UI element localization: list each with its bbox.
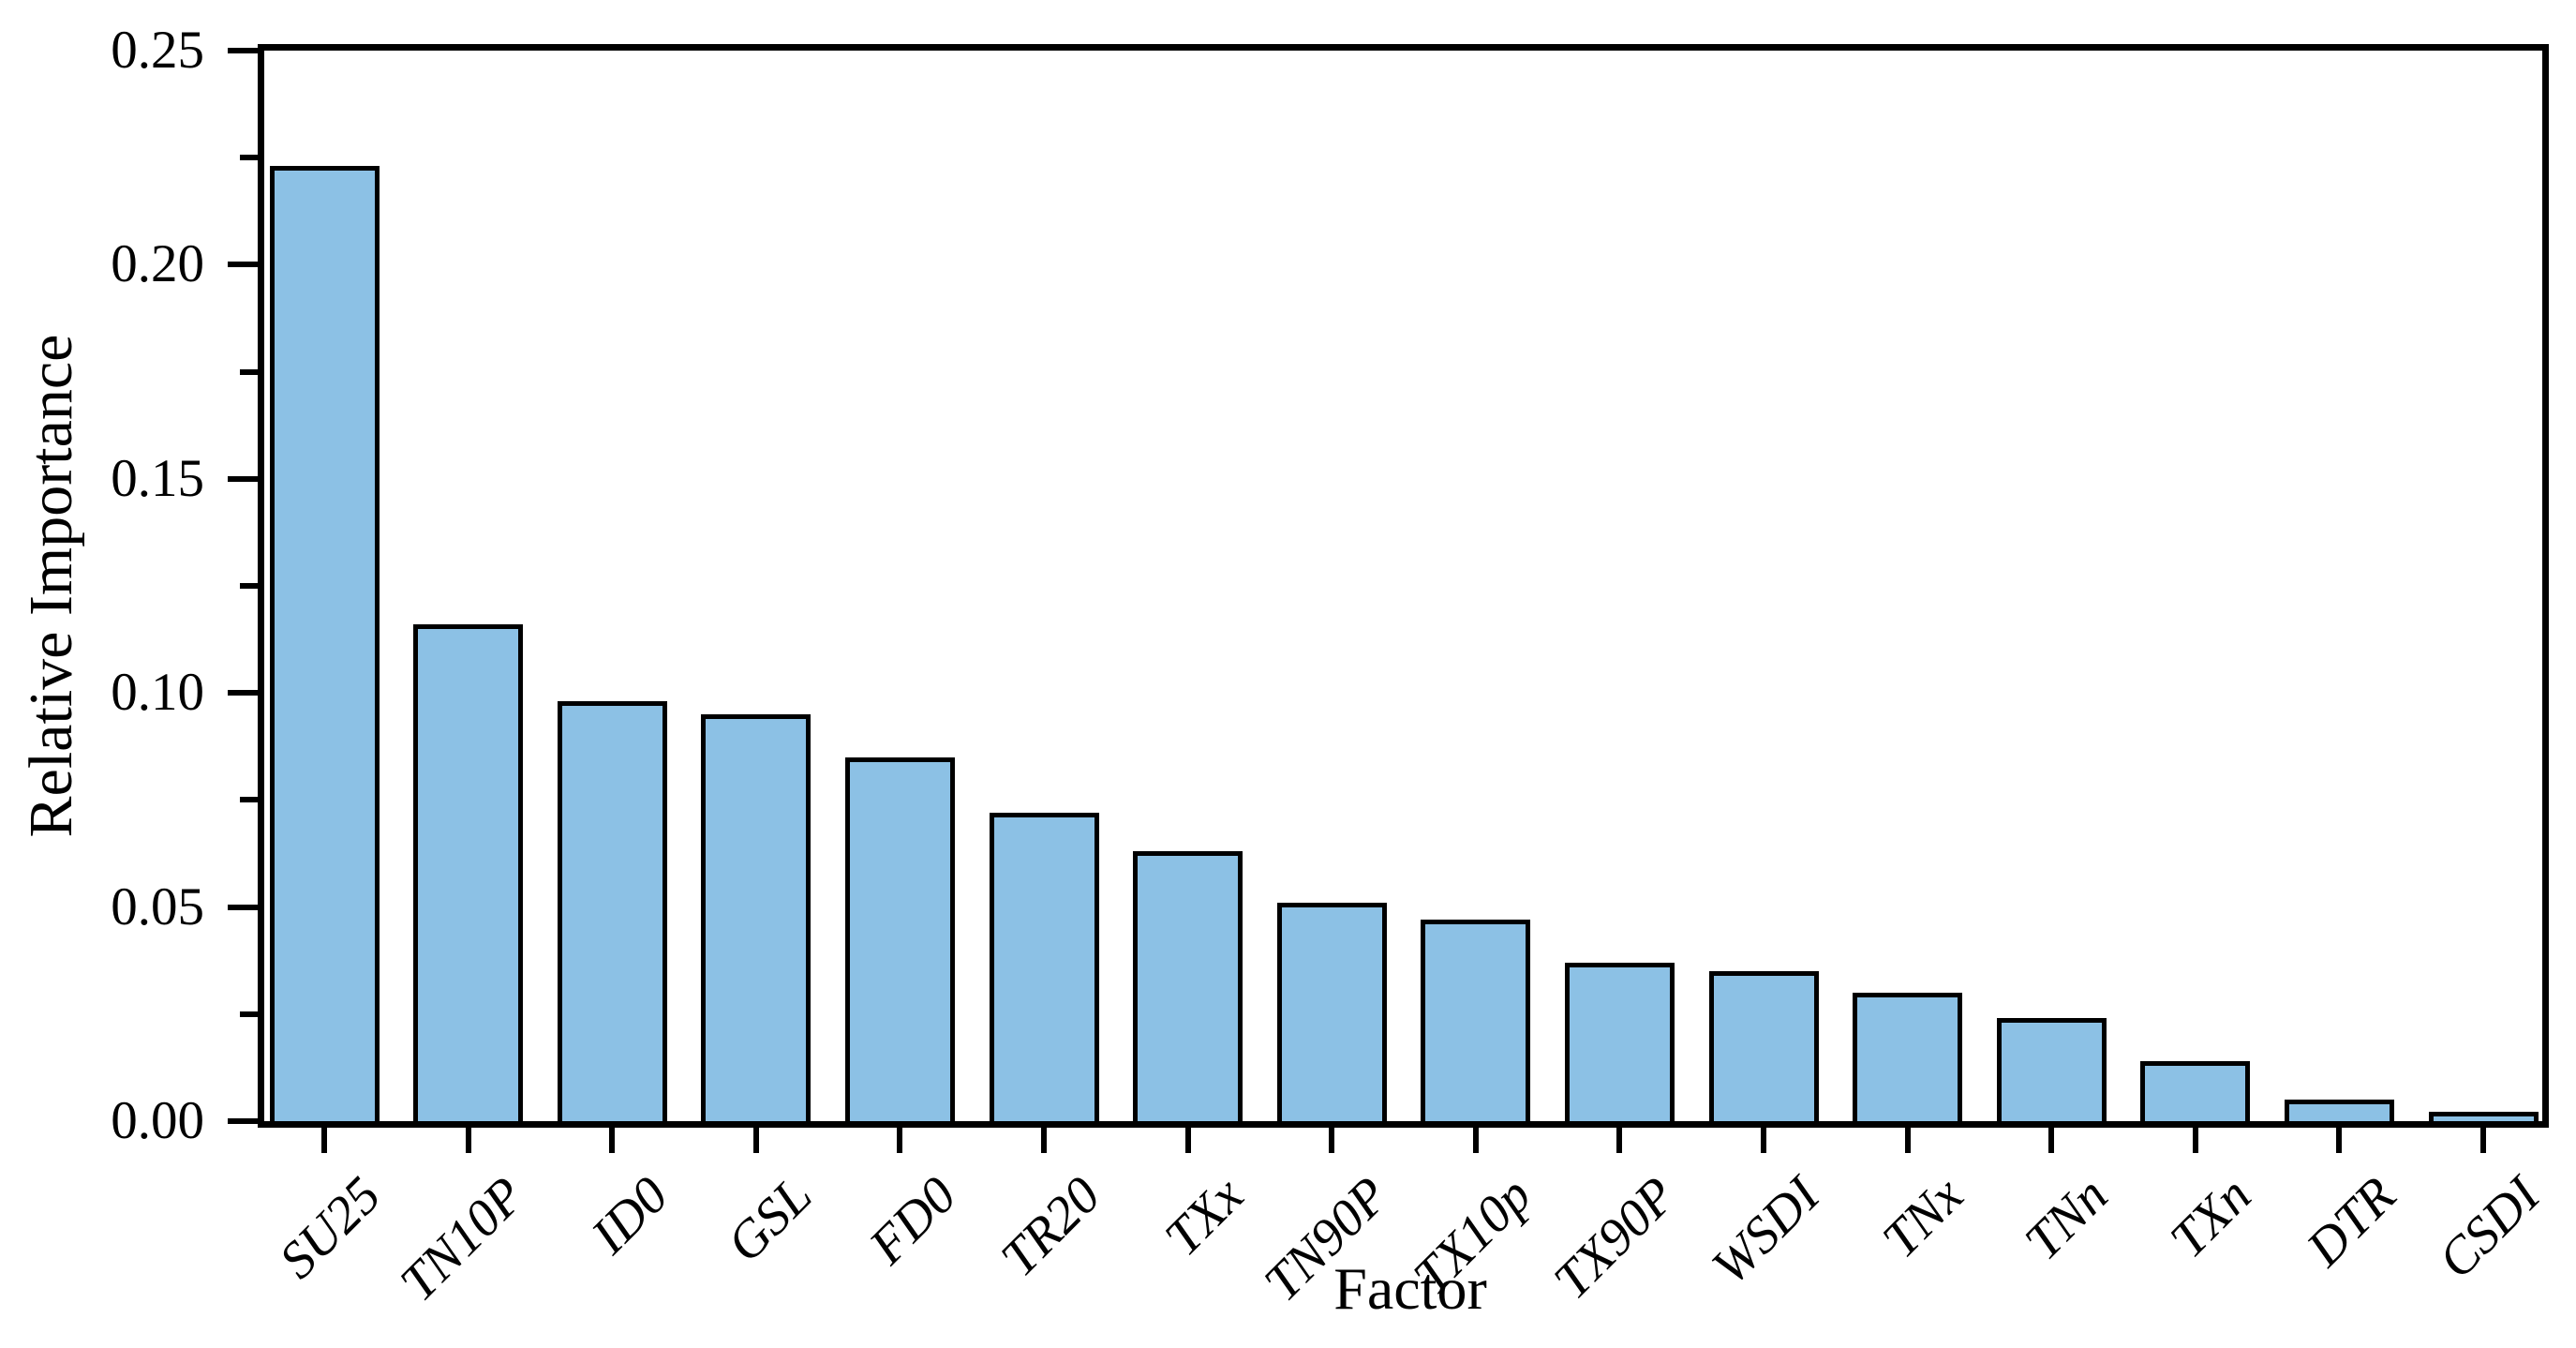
x-tick-label: TNx [1871, 1166, 1975, 1269]
x-tick [2192, 1128, 2198, 1153]
x-tick-label: ID0 [580, 1166, 680, 1266]
x-tick [1761, 1128, 1766, 1153]
x-tick-label: TNn [2013, 1166, 2120, 1272]
bar-WSDI [1708, 971, 1819, 1121]
x-tick-label: SU25 [267, 1166, 392, 1290]
x-tick [1472, 1128, 1479, 1153]
x-tick [1184, 1128, 1191, 1153]
x-tick-label: DTR [2295, 1166, 2407, 1278]
x-tick [465, 1128, 471, 1153]
y-minor-tick [240, 1011, 258, 1017]
x-tick [2048, 1128, 2055, 1153]
bar-FD0 [844, 756, 955, 1121]
y-major-tick [228, 690, 258, 696]
y-minor-tick [240, 583, 258, 589]
y-major-tick [228, 475, 258, 482]
x-tick-label: FD0 [857, 1166, 968, 1276]
y-major-tick [228, 1118, 258, 1124]
x-tick-label: CSDI [2426, 1166, 2551, 1290]
bar-TXn [2140, 1061, 2251, 1121]
x-tick [1904, 1128, 1911, 1153]
x-tick [752, 1128, 759, 1153]
bar-TNn [1996, 1018, 2107, 1121]
bar-TNx [1853, 992, 1963, 1121]
x-tick-label: TR20 [990, 1166, 1111, 1288]
bar-SU25 [269, 166, 380, 1121]
bar-TN10P [413, 624, 524, 1121]
x-axis-title: Factor [1333, 1255, 1487, 1322]
bar-TR20 [989, 813, 1099, 1121]
bar-TX10p [1421, 920, 1531, 1121]
x-tick [897, 1128, 903, 1153]
plot-area: 0.00 0.05 0.10 0.15 0.20 0.25 SU25 TN10P ID0 GSL F… [111, 21, 2551, 1312]
y-tick-label: 0.00 [111, 1091, 204, 1150]
x-tick [609, 1128, 616, 1153]
y-tick-label: 0.25 [111, 21, 204, 80]
bar-TXx [1133, 851, 1243, 1121]
x-tick-label: WSDI [1701, 1166, 1831, 1296]
y-major-tick [228, 48, 258, 53]
x-tick [2480, 1128, 2486, 1153]
x-tick-label: TXn [2159, 1166, 2263, 1269]
bar-TN90P [1276, 903, 1387, 1121]
bar-DTR [2284, 1100, 2394, 1121]
bar-TX90P [1564, 962, 1675, 1121]
bar-ID0 [557, 701, 667, 1121]
y-tick-label: 0.10 [111, 663, 204, 723]
y-tick-label: 0.05 [111, 876, 204, 936]
x-tick [1041, 1128, 1047, 1153]
y-minor-tick [240, 797, 258, 803]
y-minor-tick [240, 155, 258, 161]
y-axis-title: Relative Importance [17, 334, 85, 838]
x-tick-label: TXx [1154, 1166, 1256, 1267]
y-major-tick [228, 904, 258, 910]
x-tick-label: TN10P [389, 1166, 536, 1313]
x-tick [2336, 1128, 2343, 1153]
x-tick [321, 1128, 327, 1153]
x-tick [1616, 1128, 1623, 1153]
y-minor-tick [240, 368, 258, 375]
bar-CSDI [2428, 1112, 2539, 1121]
y-major-tick [228, 262, 258, 268]
x-tick [1329, 1128, 1335, 1153]
y-tick-label: 0.20 [111, 234, 204, 294]
bar-GSL [701, 714, 812, 1121]
x-tick-label: GSL [716, 1166, 824, 1274]
y-tick-label: 0.15 [111, 448, 204, 508]
x-tick-label: TX90P [1542, 1166, 1688, 1311]
